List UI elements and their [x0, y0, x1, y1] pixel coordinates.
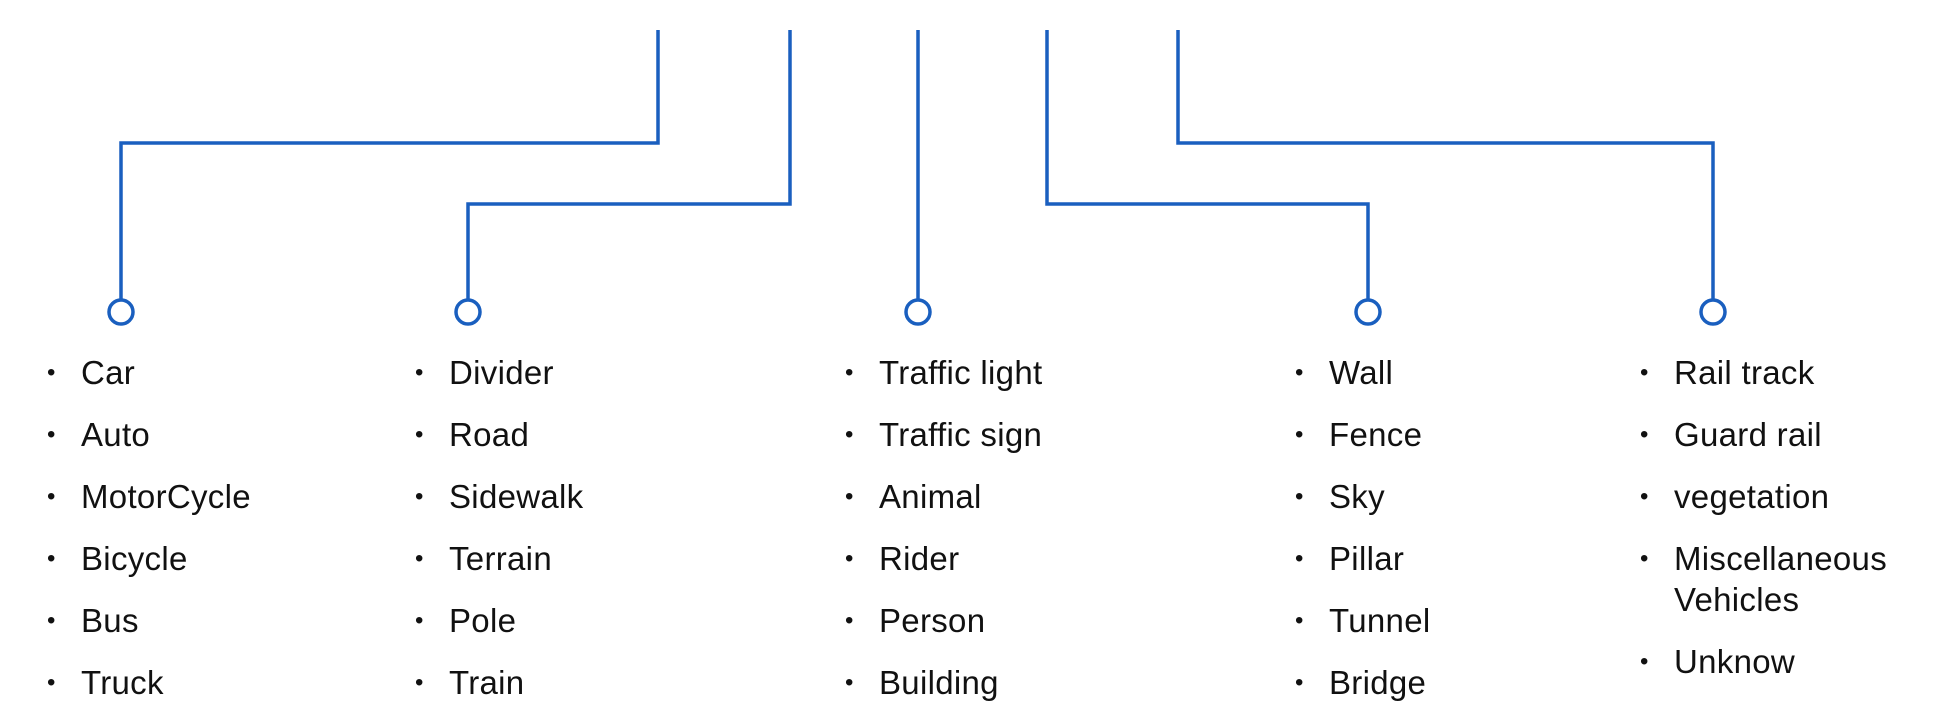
list-item-label: Bridge: [1329, 664, 1427, 701]
list-item: Pole: [415, 600, 583, 641]
list-item-label: Road: [449, 416, 530, 453]
list-item-label: Auto: [81, 416, 151, 453]
list-item-label: Fence: [1329, 416, 1423, 453]
connector-node-2: [454, 298, 482, 326]
list-item-label: Traffic light: [879, 354, 1043, 391]
list-item-label: Car: [81, 354, 136, 391]
list-item-label: Divider: [449, 354, 554, 391]
list-item-label: Pole: [449, 602, 517, 639]
list-item: Traffic light: [845, 352, 1042, 393]
list-item: Rider: [845, 538, 1042, 579]
list-item: Building: [845, 662, 1042, 703]
category-list-structures: Wall Fence Sky Pillar Tunnel Bridge: [1295, 352, 1430, 724]
connector-line-1: [119, 30, 660, 300]
list-item: MotorCycle: [47, 476, 251, 517]
list-item: Fence: [1295, 414, 1430, 455]
list-item: Animal: [845, 476, 1042, 517]
list-item-label: Tunnel: [1329, 602, 1431, 639]
list-item: Rail track: [1640, 352, 1934, 393]
category-list-misc: Rail track Guard rail vegetation Miscell…: [1640, 352, 1934, 703]
list-item: Bus: [47, 600, 251, 641]
list-item-label: Wall: [1329, 354, 1394, 391]
list-item-label: Bicycle: [81, 540, 188, 577]
list-item: Sky: [1295, 476, 1430, 517]
list-item-label: Sky: [1329, 478, 1385, 515]
list-item: Train: [415, 662, 583, 703]
list-item-label: Terrain: [449, 540, 552, 577]
list-item: Traffic sign: [845, 414, 1042, 455]
list-item: Miscellaneous Vehicles: [1640, 538, 1934, 620]
list-item-label: Bus: [81, 602, 139, 639]
list-item: Car: [47, 352, 251, 393]
category-list-road: Divider Road Sidewalk Terrain Pole Train: [415, 352, 583, 724]
list-item: vegetation: [1640, 476, 1934, 517]
list-item-label: Person: [879, 602, 986, 639]
list-item-label: Building: [879, 664, 999, 701]
list-item: Sidewalk: [415, 476, 583, 517]
list-item-label: Animal: [879, 478, 982, 515]
list-item-label: Rider: [879, 540, 960, 577]
list-item: Terrain: [415, 538, 583, 579]
list-item-label: Sidewalk: [449, 478, 584, 515]
list-item-label: vegetation: [1674, 478, 1830, 515]
list-item: Person: [845, 600, 1042, 641]
list-item: Guard rail: [1640, 414, 1934, 455]
list-item-label: Unknow: [1674, 643, 1796, 680]
list-item-label: Truck: [81, 664, 164, 701]
list-item-label: Rail track: [1674, 354, 1815, 391]
list-item: Auto: [47, 414, 251, 455]
list-item: Bicycle: [47, 538, 251, 579]
connector-node-4: [1354, 298, 1382, 326]
category-list-traffic: Traffic light Traffic sign Animal Rider …: [845, 352, 1042, 724]
list-item-label: MotorCycle: [81, 478, 251, 515]
list-item: Bridge: [1295, 662, 1430, 703]
connector-line-4: [1045, 30, 1370, 300]
list-item: Unknow: [1640, 641, 1934, 682]
connector-line-2: [466, 30, 792, 300]
list-item: Tunnel: [1295, 600, 1430, 641]
connector-node-3: [904, 298, 932, 326]
list-item: Truck: [47, 662, 251, 703]
connector-node-1: [107, 298, 135, 326]
list-item-label: Guard rail: [1674, 416, 1822, 453]
list-item-label: Miscellaneous Vehicles: [1674, 540, 1888, 618]
list-item-label: Traffic sign: [879, 416, 1043, 453]
connector-line-5: [1176, 30, 1715, 300]
list-item-label: Pillar: [1329, 540, 1405, 577]
connector-node-5: [1699, 298, 1727, 326]
list-item: Wall: [1295, 352, 1430, 393]
list-item: Divider: [415, 352, 583, 393]
list-item: Pillar: [1295, 538, 1430, 579]
list-item-label: Train: [449, 664, 525, 701]
category-list-vehicles: Car Auto MotorCycle Bicycle Bus Truck: [47, 352, 251, 724]
list-item: Road: [415, 414, 583, 455]
